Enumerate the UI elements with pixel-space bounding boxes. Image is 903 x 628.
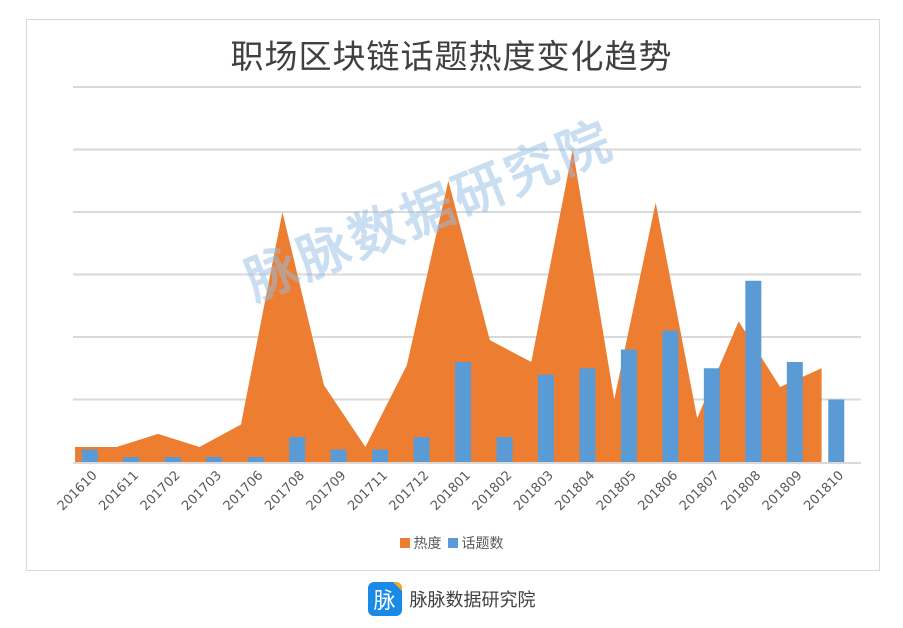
- x-tick-label: 201703: [179, 468, 225, 514]
- x-tick-label: 201702: [138, 468, 184, 514]
- x-tick-label: 201808: [718, 468, 764, 514]
- x-tick-label: 201801: [428, 468, 474, 514]
- topic-count-bar: [662, 330, 679, 462]
- topic-count-bar: [537, 374, 554, 462]
- topic-count-bar: [372, 449, 389, 462]
- legend-item-heat: 热度: [399, 533, 442, 553]
- topic-count-bar: [164, 457, 181, 462]
- x-tick-label: 201708: [262, 468, 308, 514]
- brand-logo-icon: 脉: [367, 582, 402, 616]
- topic-count-bar: [330, 449, 347, 462]
- topic-count-bar: [745, 280, 762, 462]
- legend-label-heat: 热度: [413, 536, 442, 552]
- topic-count-bar: [247, 457, 264, 462]
- topic-count-bar: [455, 362, 471, 462]
- x-tick-label: 201807: [677, 468, 723, 514]
- topic-count-bar: [828, 399, 845, 462]
- brand-name: 脉脉数据研究院: [409, 590, 536, 611]
- topic-count-bar: [206, 457, 223, 462]
- x-tick-label: 201709: [304, 468, 350, 514]
- x-tick-label: 201809: [760, 468, 806, 514]
- x-tick-label: 201611: [96, 468, 142, 514]
- legend-swatch-topics: [447, 538, 458, 548]
- x-tick-label: 201804: [553, 468, 599, 514]
- topic-count-bar: [289, 437, 306, 462]
- topic-count-bar: [413, 437, 430, 462]
- x-tick-label: 201711: [345, 468, 391, 514]
- x-tick-label: 201810: [801, 468, 847, 514]
- chart-legend: 热度 话题数: [0, 533, 903, 553]
- x-tick-label: 201806: [635, 468, 681, 514]
- legend-label-topics: 话题数: [461, 536, 504, 552]
- footer: 脉 脉脉数据研究院: [0, 582, 903, 616]
- topic-count-bar: [579, 368, 596, 462]
- x-tick-label: 201805: [594, 468, 640, 514]
- x-tick-label: 201802: [470, 468, 516, 514]
- x-tick-label: 201706: [221, 468, 267, 514]
- topic-count-bar: [81, 449, 98, 462]
- topic-count-bar: [620, 349, 637, 462]
- topic-count-bar: [703, 368, 720, 462]
- chart-title: 职场区块链话题热度变化趋势: [230, 37, 673, 76]
- legend-swatch-heat: [399, 538, 410, 548]
- topic-count-bar: [496, 437, 513, 462]
- topic-count-bar: [123, 457, 140, 462]
- x-tick-label: 201803: [511, 468, 557, 514]
- topic-count-bar: [786, 362, 803, 462]
- x-tick-label: 201712: [387, 468, 433, 514]
- x-tick-label: 201610: [55, 468, 101, 514]
- legend-item-topics: 话题数: [447, 533, 504, 553]
